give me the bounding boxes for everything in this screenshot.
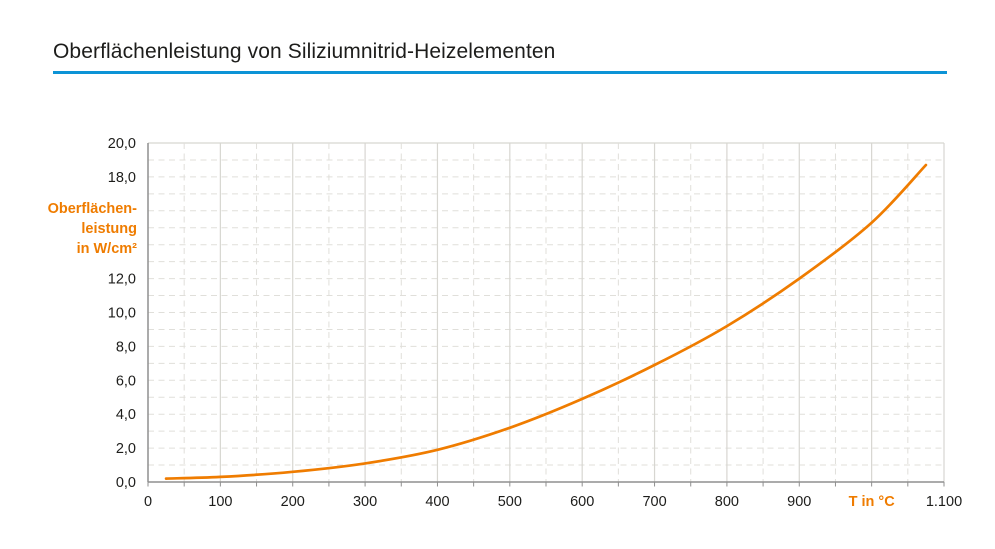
y-axis-title-line: leistung: [81, 221, 137, 237]
page-title: Oberflächenleistung von Siliziumnitrid-H…: [53, 40, 556, 63]
title-underline: [53, 71, 947, 74]
x-tick-label: 100: [208, 494, 232, 510]
y-tick-label: 2,0: [116, 441, 136, 457]
x-axis-title: T in °C: [849, 494, 896, 510]
y-tick-label: 10,0: [108, 306, 136, 322]
x-tick-label: 1.100: [926, 494, 962, 510]
data-curve: [164, 163, 928, 480]
x-tick-label: 500: [498, 494, 522, 510]
y-tick-label: 18,0: [108, 170, 136, 186]
x-tick-label: 200: [281, 494, 305, 510]
x-tick-label: 800: [715, 494, 739, 510]
x-tick-label: 0: [144, 494, 152, 510]
y-tick-label: 0,0: [116, 475, 136, 491]
x-tick-label: 600: [570, 494, 594, 510]
y-tick-label: 8,0: [116, 339, 136, 355]
y-axis-title-line: Oberflächen-: [48, 201, 138, 217]
y-tick-label: 4,0: [116, 407, 136, 423]
y-axis-title-line: in W/cm²: [77, 241, 138, 257]
y-tick-label: 20,0: [108, 136, 136, 152]
x-tick-label: 300: [353, 494, 377, 510]
y-tick-label: 6,0: [116, 373, 136, 389]
x-tick-label: 900: [787, 494, 811, 510]
x-tick-label: 700: [642, 494, 666, 510]
y-tick-label: 12,0: [108, 272, 136, 288]
x-tick-label: 400: [425, 494, 449, 510]
